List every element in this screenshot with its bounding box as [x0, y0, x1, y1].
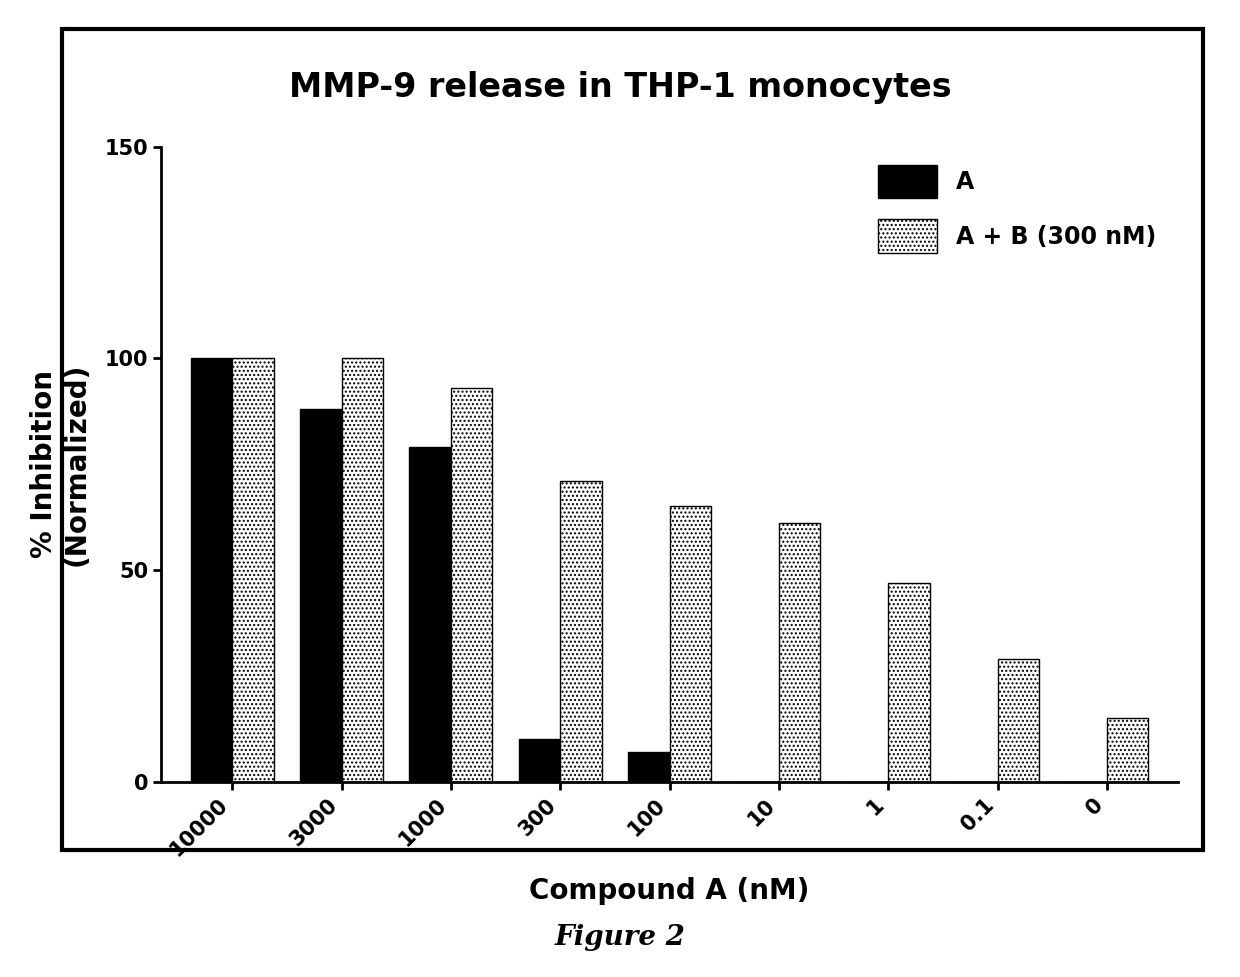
Text: Figure 2: Figure 2: [554, 924, 686, 952]
Bar: [560, 481, 601, 782]
Bar: [888, 582, 930, 782]
Legend: A, A + B (300 nM): A, A + B (300 nM): [878, 165, 1156, 253]
Bar: [1107, 718, 1148, 782]
Bar: [300, 409, 341, 782]
Bar: [779, 524, 821, 782]
Bar: [409, 447, 451, 782]
Text: MMP-9 release in THP-1 monocytes: MMP-9 release in THP-1 monocytes: [289, 71, 951, 105]
Bar: [451, 388, 492, 782]
Bar: [518, 740, 560, 782]
Bar: [627, 752, 670, 782]
Bar: [670, 506, 712, 782]
X-axis label: Compound A (nM): Compound A (nM): [529, 877, 810, 905]
Bar: [998, 658, 1039, 782]
Bar: [232, 359, 274, 782]
Bar: [341, 359, 383, 782]
Bar: [191, 359, 232, 782]
Y-axis label: % Inhibition
(Normalized): % Inhibition (Normalized): [30, 362, 91, 566]
